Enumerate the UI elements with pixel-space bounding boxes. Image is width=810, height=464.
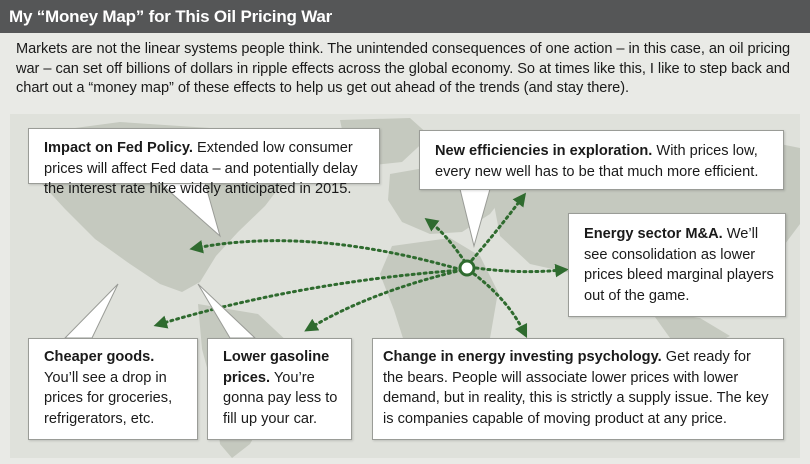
cheaper-goods-title: Cheaper goods. [44,349,155,365]
exploration-efficiency-title: New efficiencies in exploration. [435,143,653,159]
energy-ma-callout: Energy sector M&A. We’ll see consolidati… [568,213,786,317]
gasoline-prices-title: Lower gasoline prices. [223,349,330,386]
energy-ma-title: Energy sector M&A. [584,226,723,242]
flow-arrow-to-gasoline [304,268,464,332]
gasoline-prices-body: You’re gonna pay less to fill up your ca… [223,369,338,427]
middle-east-origin-marker [458,259,476,277]
energy-ma-body: We’ll see consolidation as lower prices … [584,226,774,304]
investing-psychology-callout: Change in energy investing psychology. G… [372,338,784,440]
cheaper-goods-callout: Cheaper goods. You’ll see a drop in pric… [28,338,198,440]
flow-arrow-to-ma [474,263,569,278]
fed-policy-title: Impact on Fed Policy. [44,140,193,156]
flow-arrow-to-efficiency [470,192,527,262]
southeast-asia-landmass [650,310,730,346]
fed-policy-callout: Impact on Fed Policy. Extended low consu… [28,128,380,197]
flow-arrow-to-europe [424,217,467,264]
exploration-efficiency-body: With prices low, every new well has to b… [435,143,759,180]
flow-arrow-to-cheaper-goods [153,268,464,329]
intro-paragraph: Markets are not the linear systems peopl… [16,41,791,96]
page-title: My “Money Map” for This Oil Pricing War [0,0,810,33]
gasoline-prices-callout: Lower gasoline prices. You’re gonna pay … [207,338,352,440]
cheaper-goods-body: You’ll see a drop in prices for grocerie… [44,369,173,427]
investing-psychology-body: Get ready for the bears. People will ass… [383,349,769,427]
investing-psychology-title: Change in energy investing psychology. [383,349,662,365]
exploration-efficiency-callout: New efficiencies in exploration. With pr… [419,130,784,190]
flow-arrow-to-psychology [472,272,528,339]
cheaper-callout-pointer [63,283,119,339]
fed-policy-body: Extended low consumer prices will affect… [44,140,358,197]
flow-arrow-to-fed [189,239,464,272]
